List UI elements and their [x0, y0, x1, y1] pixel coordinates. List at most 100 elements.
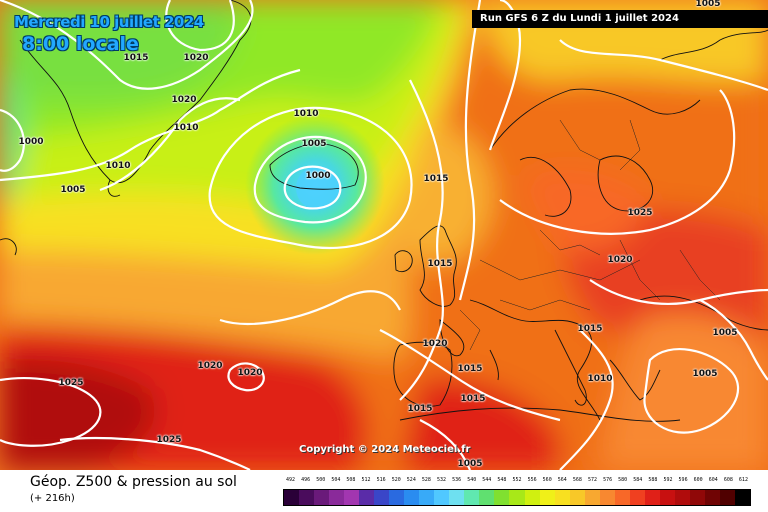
isobars — [0, 0, 768, 470]
scale-swatch — [389, 490, 405, 505]
scale-label: 528 — [421, 477, 431, 483]
scale-swatch — [284, 490, 300, 505]
coastlines — [0, 0, 768, 422]
scale-swatch — [329, 490, 345, 505]
scale-swatch — [644, 490, 660, 505]
scale-swatch — [404, 490, 420, 505]
scale-label: 548 — [497, 477, 507, 483]
forecast-time: 8:00 locale — [22, 33, 139, 55]
scale-swatch — [629, 490, 645, 505]
map-subcaption: (+ 216h) — [30, 493, 75, 504]
isobar-label: 1025 — [58, 378, 84, 388]
scale-label: 500 — [316, 477, 326, 483]
isobar-label: 1020 — [422, 339, 448, 349]
isobar-label: 1015 — [457, 364, 483, 374]
color-scale-labels: 492 496 500 504 508 512 516 520 524 528 532 536 540 5… — [283, 477, 751, 489]
isobar-label: 1010 — [105, 161, 131, 171]
scale-swatch — [719, 490, 735, 505]
scale-swatch — [419, 490, 435, 505]
scale-swatch — [479, 490, 495, 505]
isobar-label: 1025 — [156, 435, 182, 445]
isobar-label: 1005 — [695, 0, 721, 9]
forecast-date: Mercredi 10 juillet 2024 — [14, 13, 204, 31]
scale-label: 536 — [452, 477, 462, 483]
isobar-label: 1015 — [407, 404, 433, 414]
scale-label: 516 — [376, 477, 386, 483]
isobar-label: 1005 — [60, 185, 86, 195]
scale-label: 524 — [406, 477, 416, 483]
scale-label: 520 — [391, 477, 401, 483]
scale-swatch — [614, 490, 630, 505]
borders — [459, 119, 721, 351]
isobar-label: 1020 — [607, 255, 633, 265]
z500-map — [0, 0, 768, 470]
scale-label: 580 — [618, 477, 628, 483]
isobar-label: 1020 — [197, 361, 223, 371]
scale-swatch — [554, 490, 570, 505]
scale-swatch — [584, 490, 600, 505]
scale-swatch — [524, 490, 540, 505]
isobar-label: 1005 — [692, 369, 718, 379]
isobar-label: 1020 — [237, 368, 263, 378]
scale-label: 576 — [603, 477, 613, 483]
scale-label: 600 — [693, 477, 703, 483]
scale-label: 532 — [437, 477, 447, 483]
scale-label: 608 — [723, 477, 733, 483]
scale-swatch — [314, 490, 330, 505]
scale-swatch — [659, 490, 675, 505]
scale-label: 564 — [557, 477, 567, 483]
isobar-label: 1000 — [305, 171, 331, 181]
scale-swatch — [359, 490, 375, 505]
scale-label: 612 — [738, 477, 748, 483]
scale-label: 540 — [467, 477, 477, 483]
scale-label: 592 — [663, 477, 673, 483]
isobar-label: 1005 — [712, 328, 738, 338]
scale-label: 572 — [587, 477, 597, 483]
scale-swatch — [509, 490, 525, 505]
isobar-label: 1015 — [460, 394, 486, 404]
scale-swatch — [599, 490, 615, 505]
scale-label: 492 — [286, 477, 296, 483]
isobar-label: 1015 — [427, 259, 453, 269]
scale-swatch — [494, 490, 510, 505]
scale-label: 496 — [301, 477, 311, 483]
scale-label: 504 — [331, 477, 341, 483]
scale-swatch — [704, 490, 720, 505]
run-banner: Run GFS 6 Z du Lundi 1 juillet 2024 — [472, 10, 768, 28]
scale-swatch — [449, 490, 465, 505]
scale-swatch — [689, 490, 705, 505]
scale-label: 568 — [572, 477, 582, 483]
isobar-label: 1000 — [18, 137, 44, 147]
scale-swatch — [464, 490, 480, 505]
isobar-label: 1005 — [457, 459, 483, 469]
isobar-label: 1020 — [183, 53, 209, 63]
color-scale — [283, 489, 751, 506]
scale-swatch — [344, 490, 360, 505]
scale-swatch — [434, 490, 450, 505]
scale-swatch — [299, 490, 315, 505]
scale-label: 552 — [512, 477, 522, 483]
scale-label: 584 — [633, 477, 643, 483]
weather-map: 1015 1020 1020 1010 1000 1010 1005 1010 … — [0, 0, 768, 470]
scale-swatch — [374, 490, 390, 505]
scale-swatch — [569, 490, 585, 505]
scale-label: 604 — [708, 477, 718, 483]
scale-label: 544 — [482, 477, 492, 483]
scale-label: 508 — [346, 477, 356, 483]
scale-swatch — [539, 490, 555, 505]
scale-label: 556 — [527, 477, 537, 483]
isobar-label: 1015 — [577, 324, 603, 334]
copyright: Copyright © 2024 Meteociel.fr — [299, 444, 471, 455]
scale-label: 588 — [648, 477, 658, 483]
map-caption: Géop. Z500 & pression au sol — [30, 474, 237, 490]
scale-swatch — [674, 490, 690, 505]
isobar-label: 1025 — [627, 208, 653, 218]
scale-label: 560 — [542, 477, 552, 483]
scale-label: 596 — [678, 477, 688, 483]
isobar-label: 1020 — [171, 95, 197, 105]
isobar-label: 1005 — [301, 139, 327, 149]
scale-label: 512 — [361, 477, 371, 483]
scale-swatch — [734, 490, 750, 505]
isobar-label: 1010 — [173, 123, 199, 133]
isobar-label: 1010 — [587, 374, 613, 384]
